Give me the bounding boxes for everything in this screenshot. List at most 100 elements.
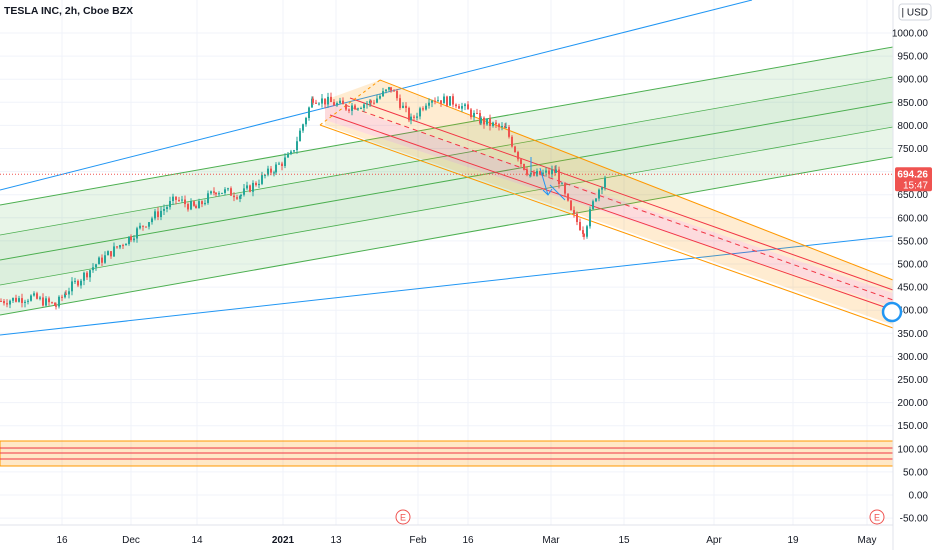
red-channel-lower-line[interactable]: [329, 114, 894, 311]
candle-body: [529, 174, 531, 176]
candle-body: [65, 293, 67, 295]
candle: [573, 206, 575, 218]
candle: [363, 103, 365, 112]
orange-channel-top-line[interactable]: [379, 79, 894, 281]
candle-body: [227, 188, 229, 190]
title-layer: TESLA INC, 2h, Cboe BZX: [4, 5, 133, 17]
candle-body: [489, 118, 491, 126]
price-axis-bg[interactable]: [893, 0, 932, 550]
earnings-marker[interactable]: E: [869, 509, 885, 525]
candle: [139, 222, 141, 230]
grid-layer: [0, 0, 893, 525]
candle-body: [290, 151, 292, 155]
candle: [193, 200, 195, 207]
channel-anchor-handle[interactable]: [881, 301, 903, 323]
candle-body: [6, 303, 8, 305]
candle-body: [110, 251, 112, 257]
candle-body: [116, 246, 118, 248]
candle: [178, 196, 180, 202]
candle: [65, 290, 67, 296]
candle: [281, 161, 283, 171]
candle: [523, 163, 525, 171]
blue-lower-trend-line[interactable]: [0, 235, 894, 336]
candle-body: [224, 189, 226, 193]
candle: [536, 168, 538, 177]
candle: [410, 113, 412, 125]
candle-body: [71, 281, 73, 292]
candle: [42, 293, 44, 307]
candle: [315, 99, 317, 105]
green-channel-lower-mid-line[interactable]: [0, 126, 894, 286]
candle: [461, 102, 463, 112]
candle: [348, 108, 350, 114]
candle-body: [207, 193, 209, 203]
earnings-marker[interactable]: E: [395, 509, 411, 525]
red-channel-median-dashed[interactable]: [344, 104, 894, 301]
candle-body: [520, 159, 522, 164]
candle: [308, 106, 310, 121]
candle: [357, 107, 359, 111]
red-channel-upper-line[interactable]: [349, 97, 894, 291]
candle-body: [333, 102, 335, 106]
candle: [299, 128, 301, 142]
candle: [405, 102, 407, 113]
green-channel-bottom-line[interactable]: [0, 156, 894, 316]
candle: [240, 193, 242, 199]
candle-body: [18, 298, 20, 302]
candle: [0, 298, 2, 302]
candle-body: [233, 195, 235, 198]
candle: [393, 89, 395, 92]
candle-body: [258, 183, 260, 186]
candle-body: [58, 296, 60, 307]
blue-upper-trend-line[interactable]: [0, 0, 753, 191]
candle: [489, 114, 491, 131]
blue-arrow-annotation-1[interactable]: [539, 167, 553, 196]
candle-body: [598, 189, 600, 199]
candle-body: [261, 175, 263, 184]
currency-badge[interactable]: | USD: [898, 3, 932, 21]
candle-body: [172, 196, 174, 202]
candle: [583, 233, 585, 240]
candle: [142, 225, 144, 231]
candle-body: [221, 192, 223, 194]
candle-body: [321, 98, 323, 104]
y-tick-label: 1000.00: [892, 29, 929, 40]
candle: [201, 200, 203, 208]
candle-body: [370, 100, 372, 103]
blue-arrow-annotation-3[interactable]: [549, 184, 566, 201]
candle: [452, 93, 454, 108]
candle: [48, 296, 50, 306]
orange-channel-bottom-line[interactable]: [319, 124, 894, 329]
candle: [21, 293, 23, 308]
earnings-marker-circle[interactable]: [869, 509, 885, 525]
candle: [83, 271, 85, 286]
candle: [366, 101, 368, 109]
candle-body: [278, 163, 280, 165]
candle-body: [461, 106, 463, 109]
candle-body: [476, 112, 478, 114]
candle: [576, 211, 578, 226]
candle-body: [330, 96, 332, 103]
candle: [239, 195, 241, 203]
candle: [215, 192, 217, 197]
pitchfork-handle-line[interactable]: [319, 79, 381, 126]
x-tick-label: 2021: [272, 535, 295, 546]
candle-body: [449, 96, 451, 106]
earnings-marker-circle[interactable]: [395, 509, 411, 525]
candle: [339, 97, 341, 104]
green-channel-top-line[interactable]: [0, 46, 894, 206]
drawing-tools-layer[interactable]: [0, 0, 894, 467]
candle-body: [236, 197, 238, 199]
candle-body: [455, 104, 457, 107]
currency-badge-box[interactable]: [898, 3, 932, 21]
green-channel-upper-mid-line[interactable]: [0, 76, 894, 236]
green-channel-center-line[interactable]: [0, 101, 894, 261]
candle: [296, 136, 298, 154]
candle: [86, 271, 88, 281]
candle-body: [139, 225, 141, 229]
candle: [443, 93, 445, 104]
candle-body: [249, 185, 251, 192]
